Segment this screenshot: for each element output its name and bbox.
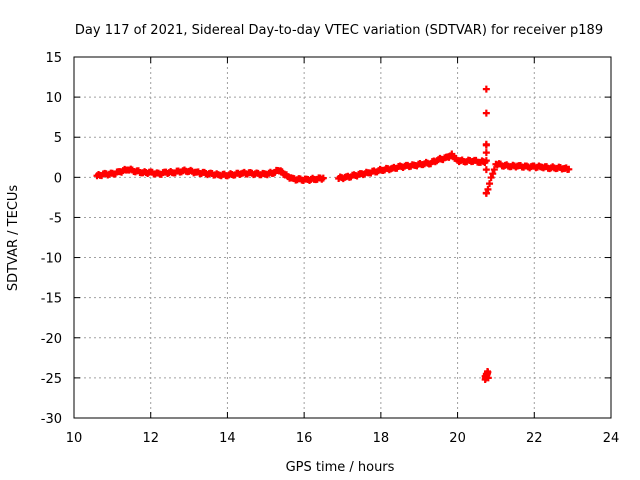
y-tick-label: -30 bbox=[41, 412, 62, 427]
data-point bbox=[484, 185, 492, 193]
x-tick-label: 24 bbox=[603, 431, 620, 446]
data-point bbox=[482, 166, 490, 174]
y-tick-label: 5 bbox=[54, 131, 62, 146]
x-axis-label: GPS time / hours bbox=[286, 460, 395, 475]
data-point bbox=[486, 180, 494, 188]
data-series bbox=[93, 85, 573, 383]
y-tick-label: -25 bbox=[41, 372, 62, 387]
data-point bbox=[490, 166, 498, 174]
x-tick-label: 12 bbox=[142, 431, 159, 446]
plot-frame bbox=[73, 56, 612, 419]
outlier-point bbox=[482, 189, 490, 197]
outlier-point bbox=[482, 85, 490, 93]
x-tick-label: 16 bbox=[296, 431, 313, 446]
chart-title: Day 117 of 2021, Sidereal Day-to-day VTE… bbox=[75, 23, 603, 38]
data-point bbox=[489, 170, 497, 178]
y-tick-label: -10 bbox=[41, 252, 62, 267]
y-tick-label: -5 bbox=[49, 211, 62, 226]
y-tick-label: 15 bbox=[45, 51, 62, 66]
x-tick-label: 20 bbox=[449, 431, 466, 446]
x-tick-label: 18 bbox=[373, 431, 390, 446]
data-point bbox=[319, 174, 327, 182]
outlier-point bbox=[482, 109, 490, 117]
y-tick-label: 0 bbox=[54, 171, 62, 186]
outlier-point bbox=[482, 141, 490, 149]
x-tick-label: 14 bbox=[219, 431, 236, 446]
y-tick-label: -15 bbox=[41, 292, 62, 307]
data-point bbox=[487, 174, 495, 182]
x-tick-label: 10 bbox=[66, 431, 83, 446]
y-tick-label: 10 bbox=[45, 91, 62, 106]
axis-ticks: 10 12 14 16 18 20 22 24 15 10 5 0 -5 -10 -15 -20 -25 -30 bbox=[41, 51, 620, 446]
y-axis-label: SDTVAR / TECUs bbox=[6, 185, 21, 292]
data-point bbox=[565, 165, 573, 173]
x-tick-label: 22 bbox=[526, 431, 543, 446]
y-tick-label: -20 bbox=[41, 332, 62, 347]
data-point bbox=[482, 149, 490, 157]
data-point bbox=[482, 157, 490, 165]
outlier-point bbox=[484, 368, 492, 376]
grid bbox=[74, 57, 611, 418]
